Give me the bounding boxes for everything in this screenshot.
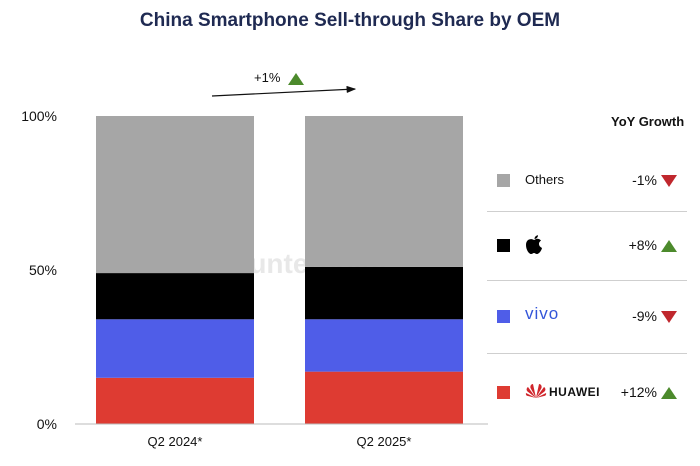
- vivo-logo-icon: vivo: [525, 304, 560, 323]
- bar-segment-apple-2: [305, 266, 463, 320]
- yoy-growth-header: YoY Growth: [611, 114, 685, 129]
- bar-segment-others-2: [305, 116, 463, 267]
- legend-growth-huawei: +12%: [621, 384, 677, 400]
- y-tick-label: 50%: [29, 262, 57, 278]
- legend-divider: [487, 353, 687, 354]
- y-tick-label: 100%: [21, 108, 57, 124]
- bar-segment-apple-1: [96, 273, 254, 320]
- legend-growth-others: -1%: [632, 172, 677, 188]
- bar-segment-vivo-2: [305, 319, 463, 372]
- huawei-logo-text: HUAWEI: [549, 385, 600, 399]
- trend-arrow: [211, 85, 357, 97]
- x-tick-label: Q2 2025*: [357, 434, 412, 449]
- legend-label-others: Others: [525, 172, 565, 187]
- bar-segment-vivo-1: [96, 319, 254, 378]
- chart-title: China Smartphone Sell-through Share by O…: [139, 10, 561, 31]
- trend-label: +1%: [254, 70, 281, 85]
- down-arrow-icon: [661, 311, 677, 324]
- legend-divider: [487, 211, 687, 212]
- legend-item-vivo: vivo -9%: [497, 304, 697, 328]
- legend-swatch-vivo: [497, 310, 510, 323]
- legend-swatch-apple: [497, 239, 510, 252]
- legend-swatch-huawei: [497, 386, 510, 399]
- huawei-logo-icon: [525, 382, 547, 405]
- trend-up-icon: [288, 72, 305, 85]
- legend-growth-vivo: -9%: [632, 308, 677, 324]
- legend-item-others: Others -1%: [497, 170, 697, 192]
- bar-segment-others-1: [96, 116, 254, 274]
- apple-logo-icon: [525, 235, 543, 260]
- legend-item-huawei: HUAWEI +12%: [497, 382, 697, 404]
- legend-divider: [487, 280, 687, 281]
- trend-indicator: +1%: [254, 70, 305, 85]
- bar-segment-huawei-2: [305, 371, 463, 424]
- bar-segment-huawei-1: [96, 377, 254, 424]
- legend-swatch-others: [497, 174, 510, 187]
- up-arrow-icon: [661, 387, 677, 400]
- legend-growth-apple: +8%: [629, 237, 677, 253]
- y-tick-label: 0%: [37, 416, 57, 432]
- legend-item-apple: +8%: [497, 235, 697, 257]
- x-tick-label: Q2 2024*: [148, 434, 203, 449]
- down-arrow-icon: [661, 175, 677, 188]
- up-arrow-icon: [661, 240, 677, 253]
